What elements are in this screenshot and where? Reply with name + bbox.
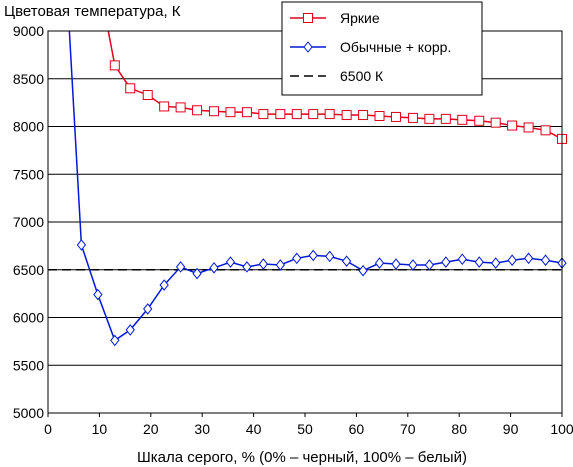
- point-bright: [390, 111, 401, 122]
- point-bright: [324, 109, 335, 120]
- point-normal-corr: [474, 256, 484, 268]
- point-bright: [125, 83, 136, 94]
- point-bright: [457, 114, 468, 125]
- point-bright: [291, 109, 302, 120]
- y-tick-label: 8000: [13, 119, 44, 135]
- x-tick-label: 20: [143, 421, 159, 437]
- point-normal-corr: [143, 303, 153, 315]
- x-axis-title: Шкала серого, % (0% – черный, 100% – бел…: [137, 449, 467, 466]
- point-normal-corr: [325, 250, 335, 263]
- y-tick-label: 6500: [13, 262, 44, 278]
- y-tick-label: 7000: [13, 214, 44, 230]
- point-bright: [507, 120, 518, 131]
- y-tick-label: 5500: [13, 357, 44, 373]
- point-bright: [225, 107, 236, 118]
- x-tick-label: 10: [92, 421, 108, 437]
- x-tick-label: 40: [246, 421, 262, 437]
- point-bright: [424, 113, 435, 124]
- legend-swatch-marker: [303, 41, 313, 53]
- legend: Яркие Обычные + корр. 6500 К: [281, 1, 483, 96]
- point-normal-corr: [441, 256, 451, 268]
- legend-swatch-marker: [303, 13, 313, 23]
- point-normal-corr: [93, 288, 103, 301]
- point-bright: [308, 109, 319, 120]
- point-normal-corr: [391, 258, 401, 270]
- point-normal-corr: [159, 279, 169, 291]
- legend-item-6500k: 6500 К: [290, 68, 384, 84]
- legend-item-bright: Яркие: [290, 10, 380, 26]
- point-normal-corr: [275, 259, 285, 271]
- point-bright: [523, 122, 534, 133]
- y-tick-label: 9000: [13, 23, 44, 39]
- point-normal-corr: [209, 262, 219, 274]
- x-tick-labels: 0 10 20 30 40 50 60 70 80 90 100: [44, 421, 573, 437]
- point-bright: [474, 115, 485, 126]
- x-tick-label: 100: [550, 421, 573, 437]
- point-normal-corr: [424, 259, 435, 271]
- point-normal-corr: [491, 257, 501, 269]
- point-normal-corr: [258, 258, 269, 270]
- point-normal-corr: [292, 252, 302, 265]
- legend-item-normal-corr: Обычные + корр.: [290, 39, 451, 55]
- point-normal-corr: [76, 239, 87, 251]
- point-normal-corr: [225, 256, 236, 268]
- point-bright: [159, 101, 170, 112]
- point-bright: [341, 110, 352, 121]
- point-normal-corr: [374, 257, 385, 269]
- point-normal-corr: [125, 324, 135, 336]
- x-tick-label: 60: [349, 421, 365, 437]
- point-normal-corr: [507, 254, 517, 267]
- x-tick-label: 80: [451, 421, 467, 437]
- point-normal-corr: [110, 334, 120, 347]
- y-tick-label: 5000: [13, 405, 44, 421]
- point-bright: [241, 107, 252, 118]
- x-tick-label: 50: [297, 421, 313, 437]
- point-bright: [192, 105, 203, 116]
- y-tick-label: 6000: [13, 310, 44, 326]
- point-normal-corr: [408, 259, 418, 271]
- point-bright: [490, 117, 501, 128]
- point-normal-corr: [457, 253, 467, 266]
- point-bright: [358, 110, 369, 121]
- point-bright: [374, 110, 385, 121]
- y-axis-title: Цветовая температура, К: [4, 3, 181, 20]
- point-bright: [275, 109, 286, 120]
- point-normal-corr: [308, 249, 318, 262]
- series-markers: [76, 60, 567, 347]
- legend-label: Обычные + корр.: [340, 39, 451, 55]
- point-normal-corr: [540, 254, 551, 267]
- x-tick-label: 0: [44, 421, 52, 437]
- x-tick-label: 70: [400, 421, 416, 437]
- point-bright: [142, 89, 153, 100]
- x-tick-label: 30: [194, 421, 210, 437]
- point-bright: [540, 125, 551, 136]
- point-bright: [109, 60, 120, 71]
- point-bright: [258, 109, 269, 120]
- legend-label: 6500 К: [340, 68, 384, 84]
- point-bright: [440, 113, 451, 124]
- y-tick-label: 7500: [13, 166, 44, 182]
- point-normal-corr: [242, 261, 252, 273]
- point-bright: [209, 106, 220, 117]
- point-bright: [175, 102, 186, 113]
- point-bright: [407, 112, 418, 123]
- y-tick-label: 8500: [13, 71, 44, 87]
- y-tick-labels: 5000 5500 6000 6500 7000 7500 8000 8500 9000: [13, 23, 44, 421]
- legend-label: Яркие: [340, 10, 380, 26]
- x-tick-label: 90: [503, 421, 519, 437]
- point-normal-corr: [341, 255, 352, 267]
- point-normal-corr: [523, 252, 534, 265]
- point-normal-corr: [175, 261, 186, 273]
- point-normal-corr: [192, 267, 202, 280]
- point-normal-corr: [358, 264, 368, 277]
